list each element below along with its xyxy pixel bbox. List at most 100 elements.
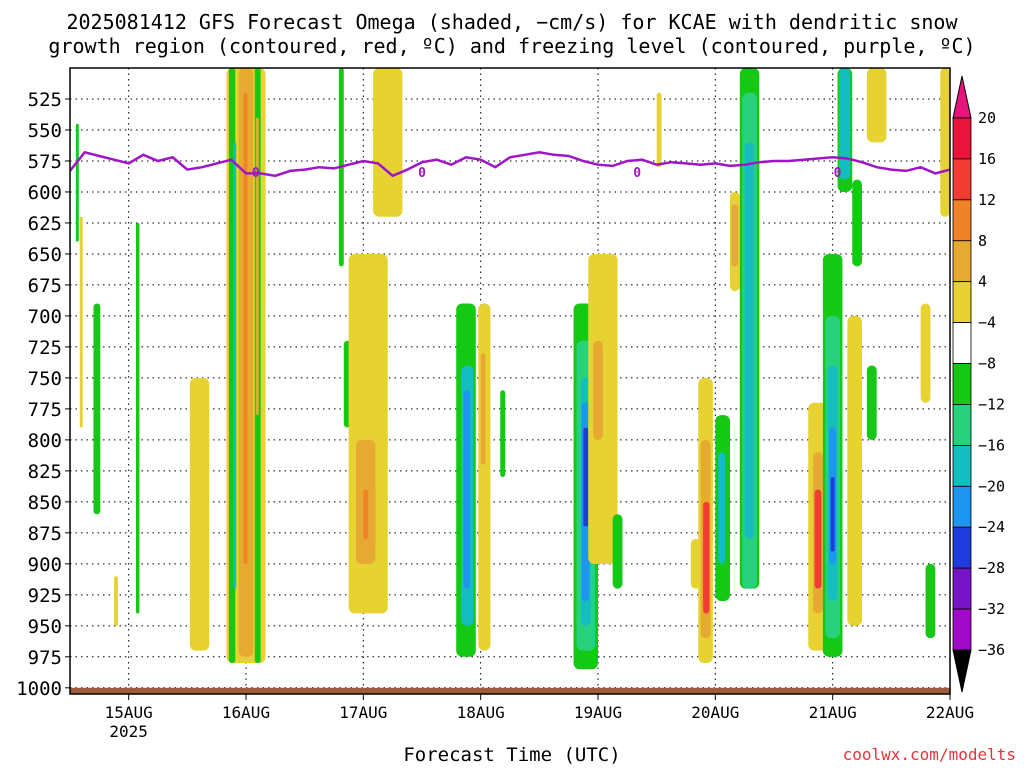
colorbar-label: 16 xyxy=(978,150,996,168)
y-tick-label: 950 xyxy=(28,616,62,638)
y-tick-label: 925 xyxy=(28,585,62,607)
colorbar-label: −36 xyxy=(978,641,1005,659)
omega-shaded-region xyxy=(866,68,887,143)
y-tick-label: 900 xyxy=(28,554,62,576)
omega-shaded-region xyxy=(79,216,83,428)
freezing-level-label: 0 xyxy=(633,166,641,181)
y-tick-label: 525 xyxy=(28,89,62,111)
omega-shaded-region xyxy=(925,563,936,639)
y-tick-label: 575 xyxy=(28,151,62,173)
colorbar-swatch xyxy=(952,567,972,610)
omega-shaded-region xyxy=(593,340,603,440)
colorbar-label: −12 xyxy=(978,395,1005,413)
y-tick-label: 875 xyxy=(28,523,62,545)
x-tick-label: 21AUG xyxy=(809,703,857,722)
freezing-level-label: 0 xyxy=(834,166,842,181)
colorbar-top-arrow xyxy=(952,75,972,119)
omega-shaded-region xyxy=(920,303,931,403)
source-credit[interactable]: coolwx.com/modelts xyxy=(842,745,1016,764)
x-tick-label: 17AUG xyxy=(339,703,387,722)
omega-shaded-region xyxy=(690,539,701,589)
omega-shaded-region xyxy=(814,489,822,589)
y-tick-label: 1000 xyxy=(16,678,62,700)
colorbar-swatch xyxy=(952,444,972,487)
y-tick-label: 600 xyxy=(28,182,62,204)
omega-shaded-region xyxy=(233,142,237,589)
colorbar-label: −8 xyxy=(978,355,996,373)
omega-shaded-region xyxy=(718,452,726,564)
colorbar-label: 12 xyxy=(978,191,996,209)
y-tick-label: 800 xyxy=(28,430,62,452)
omega-shaded-region xyxy=(588,253,618,564)
y-tick-label: 750 xyxy=(28,368,62,390)
omega-shaded-region xyxy=(189,377,210,651)
x-axis: 15AUG 16AUG 17AUG 18AUG 19AUG 20AUG 21AUG 22AUG… xyxy=(105,694,974,741)
omega-shaded-region xyxy=(480,353,486,465)
omega-shaded-region xyxy=(114,576,118,626)
colorbar-swatch xyxy=(952,608,972,651)
surface-band xyxy=(70,687,950,694)
omega-shaded-region xyxy=(373,68,403,217)
omega-shaded-region xyxy=(363,489,369,540)
x-tick-label: 16AUG xyxy=(222,703,270,722)
freezing-level-label: 0 xyxy=(418,166,426,181)
chart-title-line-1: 2025081412 GFS Forecast Omega (shaded, −… xyxy=(66,10,958,34)
omega-shaded-region xyxy=(830,477,835,552)
omega-shaded-region xyxy=(583,427,589,527)
x-tick-label: 15AUG xyxy=(105,703,153,722)
colorbar-label: 20 xyxy=(978,109,996,127)
omega-shaded-region xyxy=(500,390,506,478)
omega-shaded-region xyxy=(93,303,101,515)
omega-shaded-region xyxy=(202,464,207,564)
y-axis: 525 550 575 600 625 650 675 700 725 750 775 800 825 8… xyxy=(16,89,70,700)
colorbar-swatch xyxy=(952,281,972,324)
x-axis-title: Forecast Time (UTC) xyxy=(403,744,621,766)
colorbar-label: 4 xyxy=(978,273,987,291)
colorbar-swatch xyxy=(952,404,972,446)
colorbar-label: −24 xyxy=(978,518,1005,536)
surface-terrain xyxy=(70,687,950,694)
x-year-label: 2025 xyxy=(109,722,148,741)
colorbar-label: −16 xyxy=(978,436,1005,454)
colorbar-label: −20 xyxy=(978,477,1005,495)
y-tick-label: 825 xyxy=(28,461,62,483)
freezing-level-contour: 0 0 0 0 xyxy=(70,150,950,181)
omega-shaded-region xyxy=(255,117,259,416)
omega-shaded-region xyxy=(940,68,950,217)
y-tick-label: 550 xyxy=(28,120,62,142)
y-tick-label: 975 xyxy=(28,647,62,669)
grid-lines xyxy=(70,68,951,694)
colorbar-bottom-arrow xyxy=(952,649,972,693)
colorbar-swatch xyxy=(952,485,972,528)
colorbar-label: −32 xyxy=(978,600,1005,618)
y-tick-label: 775 xyxy=(28,399,62,421)
omega-shaded-region xyxy=(136,222,140,614)
x-tick-label: 22AUG xyxy=(926,703,974,722)
x-tick-label: 19AUG xyxy=(574,703,622,722)
plot-frame xyxy=(69,67,951,695)
omega-shaded-region xyxy=(866,365,877,440)
omega-shaded-region xyxy=(839,68,851,180)
y-tick-label: 700 xyxy=(28,306,62,328)
omega-shaded-region xyxy=(731,204,739,267)
colorbar-swatch xyxy=(952,363,972,405)
freezing-level-line xyxy=(70,150,950,178)
x-tick-label: 18AUG xyxy=(457,703,505,722)
colorbar-label: 8 xyxy=(978,232,987,250)
colorbar-swatch xyxy=(952,199,972,242)
y-tick-label: 725 xyxy=(28,337,62,359)
omega-shaded-region xyxy=(744,142,755,540)
colorbar-swatch xyxy=(952,158,972,201)
omega-shaded-region xyxy=(612,514,623,589)
freezing-level-label: 0 xyxy=(252,166,260,181)
omega-shaded-region xyxy=(243,92,248,564)
omega-shaded-region xyxy=(463,390,470,589)
omega-shaded-region xyxy=(75,123,79,242)
omega-shaded-region xyxy=(656,92,662,168)
y-tick-label: 650 xyxy=(28,244,62,266)
omega-shaded-region xyxy=(703,501,710,614)
y-tick-label: 625 xyxy=(28,213,62,235)
omega-shading xyxy=(75,68,950,670)
chart-title-line-2: growth region (contoured, red, ºC) and f… xyxy=(48,34,976,58)
